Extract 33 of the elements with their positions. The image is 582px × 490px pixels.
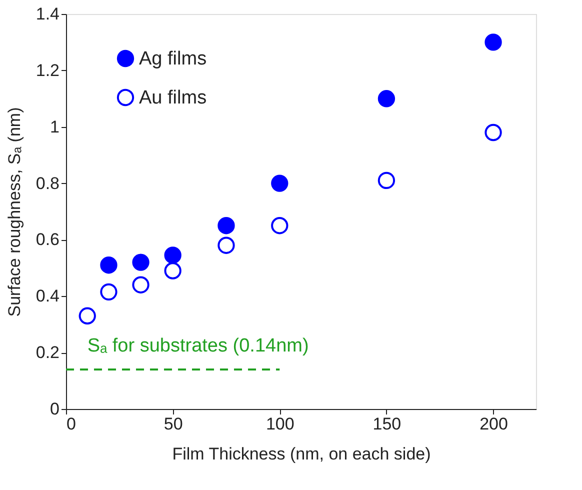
point	[218, 217, 235, 234]
y-tick-label: 1.2	[36, 60, 60, 80]
point	[78, 307, 96, 324]
point	[218, 236, 235, 254]
x-tick-label: 0	[66, 414, 76, 434]
y-axis-title: Surface roughness, Sₐ (nm)	[4, 107, 24, 317]
y-tick-label: 0.8	[36, 174, 60, 193]
x-axis-title: Film Thickness (nm, on each side)	[172, 444, 431, 464]
y-tick-label: 0.6	[36, 230, 60, 250]
point	[378, 172, 396, 190]
point	[132, 276, 150, 294]
legend-label: Au films	[139, 88, 207, 108]
y-tick-label: 1	[50, 117, 60, 136]
x-tick-label: 100	[266, 414, 294, 434]
point	[164, 246, 182, 264]
x-tick-label: 200	[480, 414, 508, 434]
point	[484, 34, 502, 51]
legend-label: Ag films	[139, 48, 207, 70]
point	[484, 124, 502, 142]
y-tick-label: 1.4	[36, 4, 60, 24]
x-tick-label: 50	[164, 414, 183, 434]
point	[271, 217, 288, 234]
y-tick-label: 0	[50, 400, 60, 418]
point	[271, 174, 288, 192]
point	[164, 262, 182, 280]
x-tick-label: 150	[372, 414, 402, 434]
y-tick-label: 0.4	[36, 286, 60, 306]
point	[378, 90, 396, 108]
y-tick-label: 0.2	[36, 343, 60, 362]
point	[100, 283, 118, 300]
point	[100, 256, 118, 274]
annotation: Sₐ for substrates (0.14nm)	[87, 336, 309, 356]
point	[132, 254, 150, 271]
